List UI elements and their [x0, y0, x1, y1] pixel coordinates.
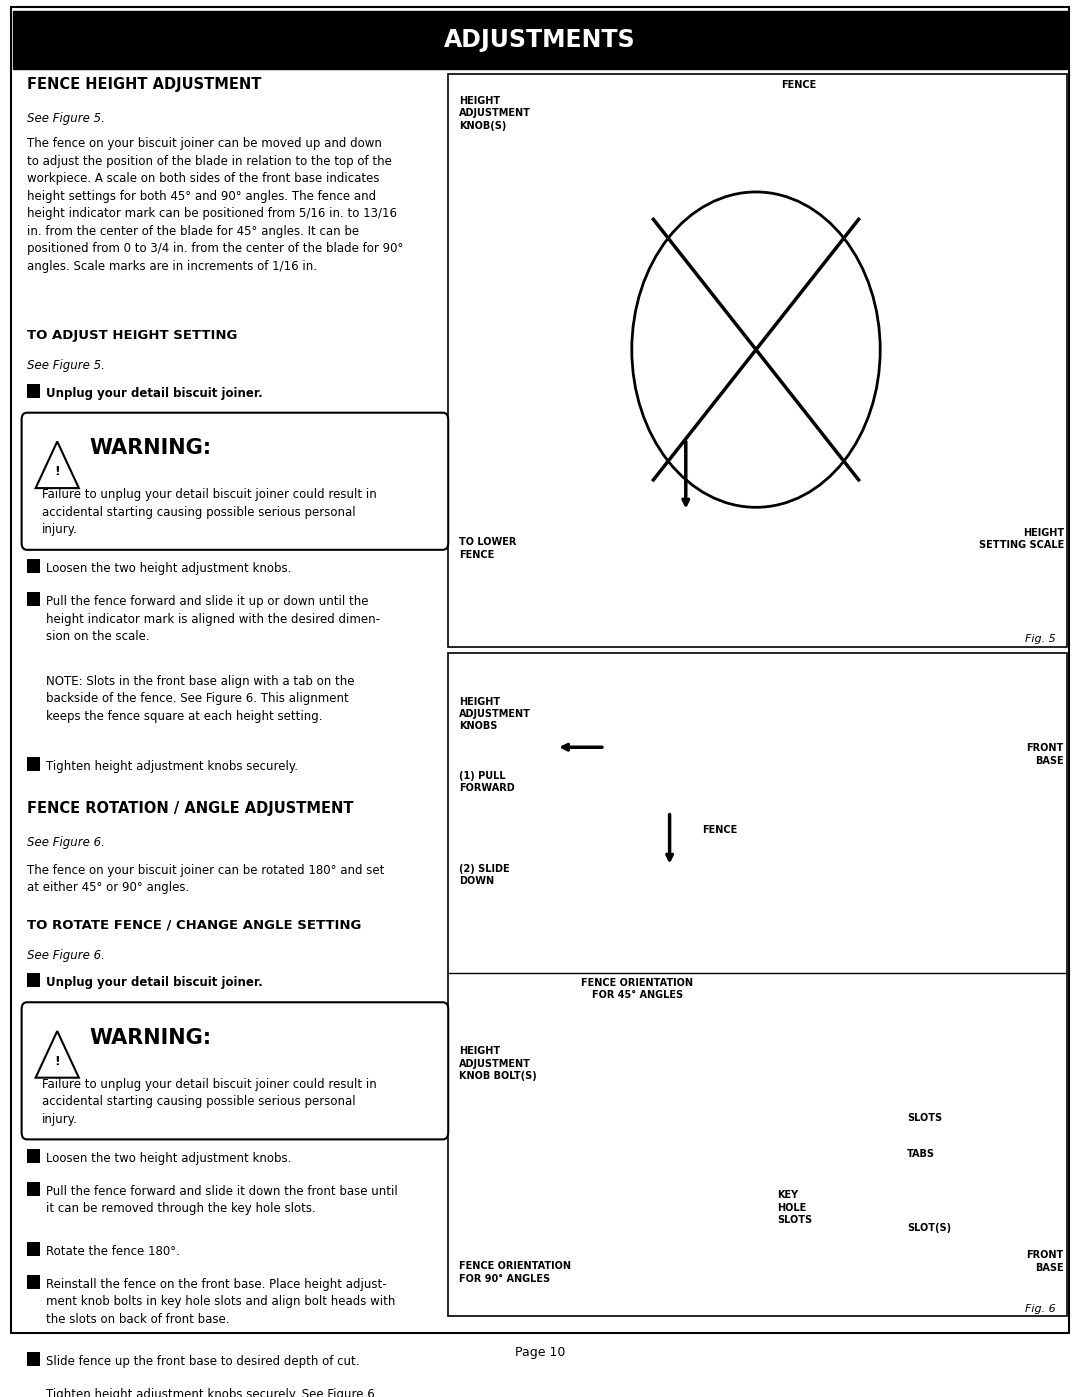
Text: Reinstall the fence on the front base. Place height adjust-
ment knob bolts in k: Reinstall the fence on the front base. P…	[46, 1278, 395, 1326]
Text: Unplug your detail biscuit joiner.: Unplug your detail biscuit joiner.	[46, 387, 264, 400]
Text: HEIGHT
ADJUSTMENT
KNOB BOLT(S): HEIGHT ADJUSTMENT KNOB BOLT(S)	[459, 1046, 537, 1081]
Text: Unplug your detail biscuit joiner.: Unplug your detail biscuit joiner.	[46, 977, 264, 989]
Text: FENCE: FENCE	[782, 80, 816, 89]
Bar	[27, 559, 40, 573]
Text: FRONT
BASE: FRONT BASE	[1027, 743, 1064, 766]
Bar	[27, 974, 40, 988]
Text: Fig. 5: Fig. 5	[1026, 634, 1056, 644]
Text: The fence on your biscuit joiner can be moved up and down
to adjust the position: The fence on your biscuit joiner can be …	[27, 137, 403, 272]
Text: WARNING:: WARNING:	[90, 1028, 212, 1048]
Text: Failure to unplug your detail biscuit joiner could result in
accidental starting: Failure to unplug your detail biscuit jo…	[42, 1077, 377, 1126]
Text: Tighten height adjustment knobs securely.: Tighten height adjustment knobs securely…	[46, 760, 298, 773]
Text: SLOTS: SLOTS	[907, 1113, 943, 1123]
Bar	[27, 1182, 40, 1196]
Text: NOTE: Slots in the front base align with a tab on the
backside of the fence. See: NOTE: Slots in the front base align with…	[46, 675, 355, 722]
Text: TO ADJUST HEIGHT SETTING: TO ADJUST HEIGHT SETTING	[27, 330, 238, 342]
Text: FENCE ORIENTATION
FOR 90° ANGLES: FENCE ORIENTATION FOR 90° ANGLES	[459, 1261, 571, 1284]
Polygon shape	[36, 441, 79, 488]
FancyBboxPatch shape	[448, 74, 1067, 647]
FancyBboxPatch shape	[22, 412, 448, 550]
Text: Tighten height adjustment knobs securely. See Figure 6.: Tighten height adjustment knobs securely…	[46, 1387, 379, 1397]
Text: FENCE ROTATION / ANGLE ADJUSTMENT: FENCE ROTATION / ANGLE ADJUSTMENT	[27, 800, 353, 816]
Text: FENCE ORIENTATION
FOR 45° ANGLES: FENCE ORIENTATION FOR 45° ANGLES	[581, 978, 693, 1000]
Bar	[27, 384, 40, 398]
Text: Page 10: Page 10	[515, 1347, 565, 1359]
Text: HEIGHT
ADJUSTMENT
KNOB(S): HEIGHT ADJUSTMENT KNOB(S)	[459, 96, 531, 131]
Text: Failure to unplug your detail biscuit joiner could result in
accidental starting: Failure to unplug your detail biscuit jo…	[42, 488, 377, 536]
Text: TO LOWER
FENCE: TO LOWER FENCE	[459, 538, 516, 560]
Text: FRONT
BASE: FRONT BASE	[1027, 1250, 1064, 1273]
Text: The fence on your biscuit joiner can be rotated 180° and set
at either 45° or 90: The fence on your biscuit joiner can be …	[27, 863, 384, 894]
Bar	[27, 592, 40, 606]
Text: FENCE HEIGHT ADJUSTMENT: FENCE HEIGHT ADJUSTMENT	[27, 77, 261, 92]
Text: KEY
HOLE
SLOTS: KEY HOLE SLOTS	[778, 1190, 813, 1225]
Text: See Figure 6.: See Figure 6.	[27, 837, 105, 849]
Bar	[27, 757, 40, 771]
Bar	[27, 1352, 40, 1366]
Text: Slide fence up the front base to desired depth of cut.: Slide fence up the front base to desired…	[46, 1355, 360, 1368]
Text: SLOT(S): SLOT(S)	[907, 1222, 951, 1234]
Text: Loosen the two height adjustment knobs.: Loosen the two height adjustment knobs.	[46, 1151, 292, 1165]
FancyBboxPatch shape	[448, 652, 1067, 1316]
Bar	[27, 1275, 40, 1289]
Text: (1) PULL
FORWARD: (1) PULL FORWARD	[459, 771, 515, 793]
Text: Rotate the fence 180°.: Rotate the fence 180°.	[46, 1245, 180, 1257]
Text: Loosen the two height adjustment knobs.: Loosen the two height adjustment knobs.	[46, 562, 292, 576]
Text: TABS: TABS	[907, 1148, 935, 1160]
FancyBboxPatch shape	[13, 11, 1067, 68]
Text: See Figure 5.: See Figure 5.	[27, 112, 105, 126]
Text: !: !	[54, 1055, 60, 1067]
Text: See Figure 6.: See Figure 6.	[27, 949, 105, 961]
Text: FENCE: FENCE	[702, 826, 738, 835]
Text: HEIGHT
SETTING SCALE: HEIGHT SETTING SCALE	[978, 528, 1064, 550]
Polygon shape	[36, 1031, 79, 1077]
Bar	[27, 1242, 40, 1256]
Bar	[27, 1384, 40, 1397]
Text: See Figure 5.: See Figure 5.	[27, 359, 105, 372]
Text: (2) SLIDE
DOWN: (2) SLIDE DOWN	[459, 863, 510, 886]
FancyBboxPatch shape	[22, 1002, 448, 1140]
Bar	[27, 1148, 40, 1162]
Text: !: !	[54, 465, 60, 478]
Text: HEIGHT
ADJUSTMENT
KNOBS: HEIGHT ADJUSTMENT KNOBS	[459, 697, 531, 731]
Text: Pull the fence forward and slide it up or down until the
height indicator mark i: Pull the fence forward and slide it up o…	[46, 595, 380, 643]
Text: Fig. 6: Fig. 6	[1026, 1303, 1056, 1313]
Text: Pull the fence forward and slide it down the front base until
it can be removed : Pull the fence forward and slide it down…	[46, 1185, 399, 1215]
Text: TO ROTATE FENCE / CHANGE ANGLE SETTING: TO ROTATE FENCE / CHANGE ANGLE SETTING	[27, 919, 362, 932]
Text: ADJUSTMENTS: ADJUSTMENTS	[444, 28, 636, 52]
Text: WARNING:: WARNING:	[90, 439, 212, 458]
